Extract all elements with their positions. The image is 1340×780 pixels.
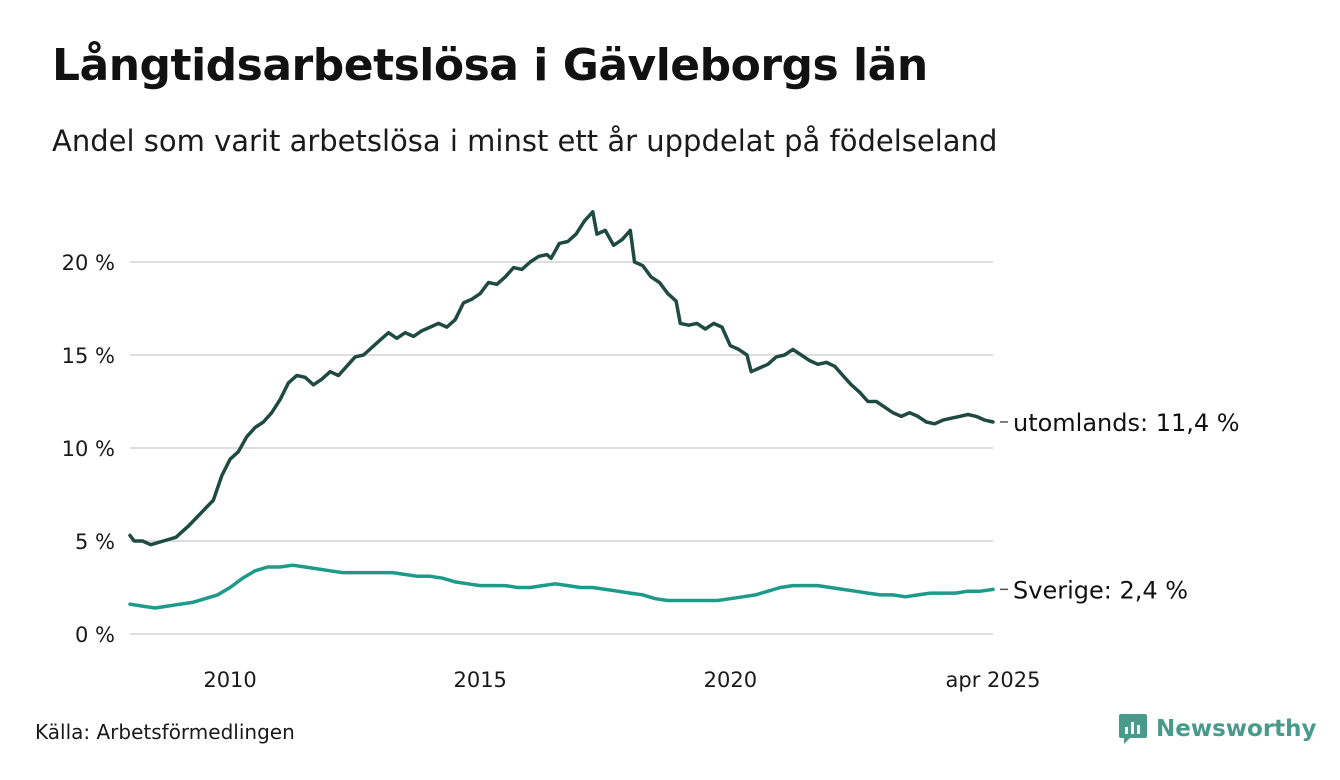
series-lines — [128, 210, 995, 610]
series-line-sverige — [128, 563, 995, 610]
end-label-sverige: Sverige: 2,4 % — [1013, 576, 1188, 604]
y-tick-label: 20 % — [62, 251, 115, 275]
line-chart: 0 %5 %10 %15 %20 % 2010 2015 2020 apr 2025 … — [62, 210, 1240, 692]
y-axis-ticks: 0 % 5 % 10 % 15 % 20 % — [62, 251, 115, 647]
x-tick-label: 2015 — [453, 668, 506, 692]
grid-lines — [130, 261, 993, 635]
y-tick-label: 10 % — [62, 437, 115, 461]
source-note: Källa: Arbetsförmedlingen — [35, 720, 295, 744]
end-label-utomlands: utomlands: 11,4 % — [1013, 409, 1240, 437]
x-axis-ticks: 2010 2015 2020 apr 2025 — [203, 668, 1040, 692]
y-tick-label: 5 % — [75, 530, 115, 554]
y-tick-label: 0 % — [75, 623, 115, 647]
end-labels: utomlands: 11,4 % Sverige: 2,4 % — [1000, 409, 1240, 604]
series-line-utomlands — [128, 210, 995, 547]
brand-name: Newsworthy — [1156, 716, 1317, 742]
chart-subtitle: Andel som varit arbetslösa i minst ett å… — [52, 124, 998, 158]
x-tick-label: 2010 — [203, 668, 256, 692]
x-tick-label: apr 2025 — [946, 668, 1041, 692]
x-tick-label: 2020 — [704, 668, 757, 692]
y-tick-label: 15 % — [62, 344, 115, 368]
newsworthy-logo-icon — [1119, 714, 1147, 744]
brand-logo[interactable]: Newsworthy — [1118, 712, 1317, 746]
chart-title: Långtidsarbetslösa i Gävleborgs län — [52, 40, 928, 91]
